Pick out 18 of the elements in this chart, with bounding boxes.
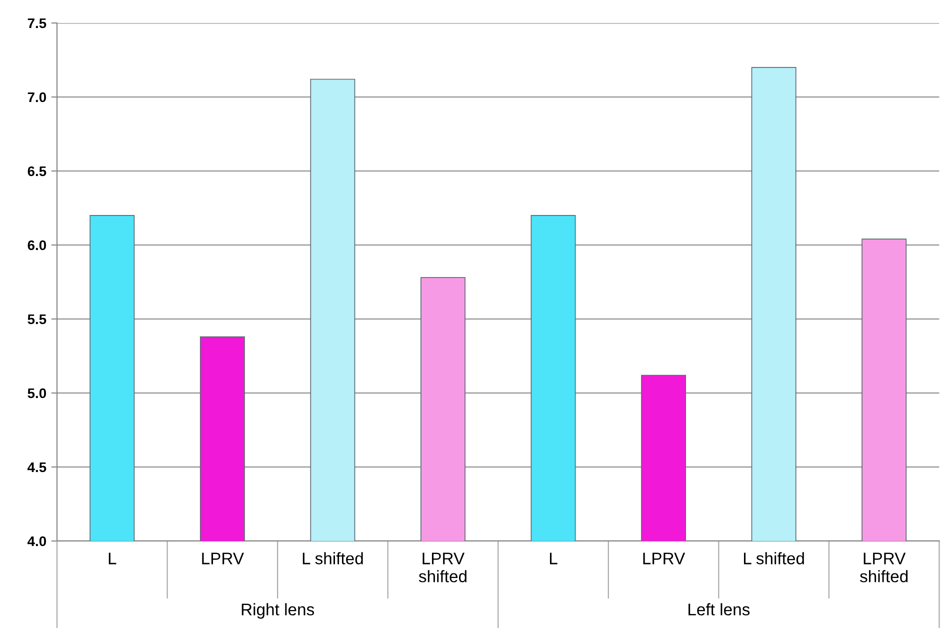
y-tick-label: 4.0	[27, 536, 46, 546]
y-tick-label: 4.5	[27, 462, 46, 472]
y-tick-label: 7.5	[28, 18, 46, 28]
x-tick-label: L	[108, 552, 116, 564]
x-tick-label: LPRV	[643, 552, 686, 564]
y-tick-label: 6.0	[28, 240, 46, 250]
y-tick-label: 7.0	[28, 92, 46, 102]
x-tick-label: L	[550, 552, 558, 564]
x-tick-label: L shifted	[302, 552, 363, 564]
text: Right lens	[242, 603, 314, 619]
y-tick-label: 6.5	[28, 166, 46, 176]
x-tick-label: L shifted	[744, 552, 804, 564]
y-tick-label: 5.0	[28, 388, 46, 398]
x-tick-label: LPRV	[202, 552, 244, 564]
text: Left lens	[688, 603, 750, 616]
y-tick-label: 5.5	[28, 314, 46, 324]
x-tick-label: LPRV shifted	[860, 552, 908, 582]
x-tick-label: LPRV shifted	[418, 552, 466, 582]
